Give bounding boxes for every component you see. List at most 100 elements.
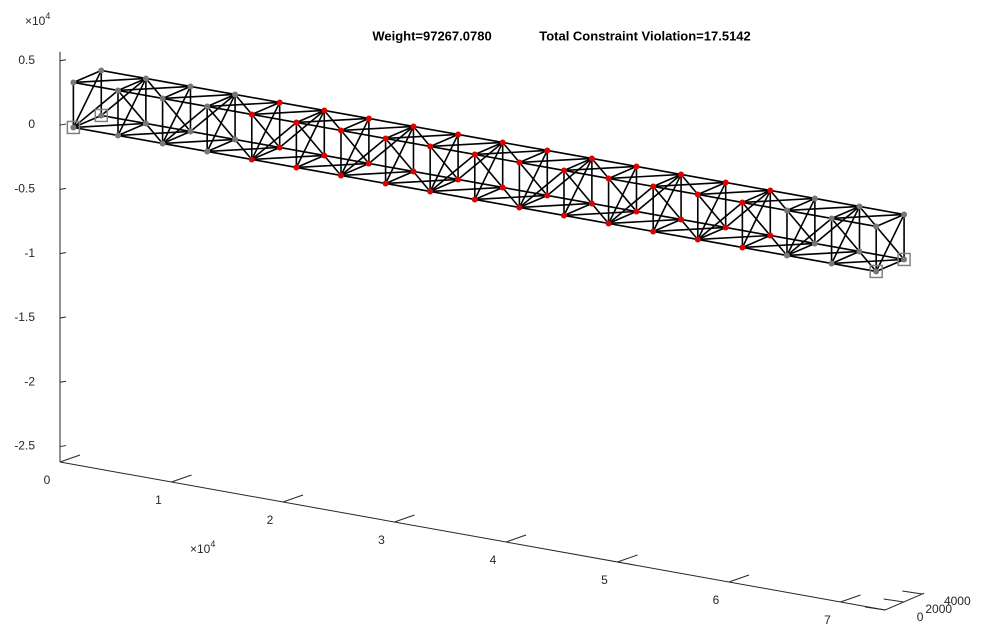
member xyxy=(118,131,190,135)
member xyxy=(458,134,503,142)
node xyxy=(723,179,729,185)
node xyxy=(321,107,327,113)
y-tick xyxy=(884,599,904,602)
member xyxy=(519,170,564,207)
node xyxy=(812,240,818,246)
x-exponent: ×104 xyxy=(190,539,215,556)
member xyxy=(519,150,547,207)
member xyxy=(252,102,280,159)
member xyxy=(163,139,236,143)
x-tick-label: 7 xyxy=(824,613,831,624)
member xyxy=(341,171,414,175)
node xyxy=(98,112,104,118)
node xyxy=(455,131,461,137)
node xyxy=(383,135,389,141)
node xyxy=(410,123,416,129)
node xyxy=(143,120,149,126)
node xyxy=(160,140,166,146)
member xyxy=(726,182,771,190)
member xyxy=(341,118,369,175)
node xyxy=(829,215,835,221)
x-tick xyxy=(618,555,638,562)
node xyxy=(606,220,612,226)
node xyxy=(695,236,701,242)
node xyxy=(232,136,238,142)
x-exponent-base: ×10 xyxy=(190,542,211,556)
x-tick xyxy=(395,515,415,522)
member xyxy=(73,78,146,82)
member xyxy=(564,211,637,215)
x-tick-label: 0 xyxy=(44,473,51,487)
node xyxy=(695,191,701,197)
z-tick xyxy=(60,381,66,382)
node xyxy=(561,212,567,218)
node xyxy=(767,187,773,193)
member xyxy=(73,70,101,127)
node xyxy=(427,143,433,149)
y-tick-label: 4000 xyxy=(944,594,971,608)
member xyxy=(207,147,280,151)
node xyxy=(204,103,210,109)
z-tick xyxy=(60,124,66,125)
x-tick-label: 3 xyxy=(378,533,385,547)
z-tick xyxy=(60,253,66,254)
member xyxy=(163,94,236,98)
x-tick xyxy=(841,595,861,602)
node xyxy=(544,147,550,153)
member xyxy=(163,143,208,151)
node xyxy=(70,79,76,85)
node xyxy=(232,91,238,97)
x-tick-label: 6 xyxy=(713,593,720,607)
chart-title: Weight=97267.0780 xyxy=(372,28,491,43)
node xyxy=(812,195,818,201)
node xyxy=(427,188,433,194)
member xyxy=(73,123,146,127)
node xyxy=(561,167,567,173)
node xyxy=(650,183,656,189)
x-tick xyxy=(729,575,749,582)
member xyxy=(787,251,860,255)
y-tick-label: 0 xyxy=(917,610,924,624)
member xyxy=(386,134,459,138)
node xyxy=(739,199,745,205)
z-exponent: ×104 xyxy=(25,11,50,28)
member xyxy=(430,134,458,191)
member xyxy=(653,182,726,186)
member xyxy=(609,186,654,223)
x-tick-label: 5 xyxy=(601,573,608,587)
node xyxy=(500,139,506,145)
chart-subtitle: Total Constraint Violation=17.5142 xyxy=(539,28,751,43)
member xyxy=(698,202,743,239)
member xyxy=(519,203,592,207)
x-exponent-power: 4 xyxy=(210,539,215,549)
node xyxy=(544,192,550,198)
node xyxy=(856,203,862,209)
member xyxy=(832,259,905,263)
member xyxy=(876,214,904,271)
member xyxy=(190,86,235,94)
member xyxy=(653,227,726,231)
member xyxy=(252,110,325,114)
y-tick xyxy=(902,591,922,594)
member xyxy=(787,218,832,255)
member xyxy=(252,155,325,159)
node xyxy=(338,172,344,178)
member xyxy=(564,166,637,170)
node xyxy=(293,119,299,125)
member xyxy=(280,102,325,110)
member xyxy=(698,235,771,239)
node xyxy=(784,252,790,258)
node xyxy=(678,216,684,222)
node xyxy=(277,99,283,105)
member xyxy=(475,150,548,154)
member xyxy=(609,223,654,231)
member xyxy=(430,154,475,191)
member xyxy=(787,198,815,255)
node xyxy=(115,87,121,93)
z-tick-label: -1 xyxy=(24,246,35,260)
node xyxy=(115,132,121,138)
member xyxy=(118,86,190,90)
z-tick-label: 0 xyxy=(28,117,35,131)
x-tick xyxy=(60,455,80,462)
z-tick-label: -0.5 xyxy=(14,182,35,196)
